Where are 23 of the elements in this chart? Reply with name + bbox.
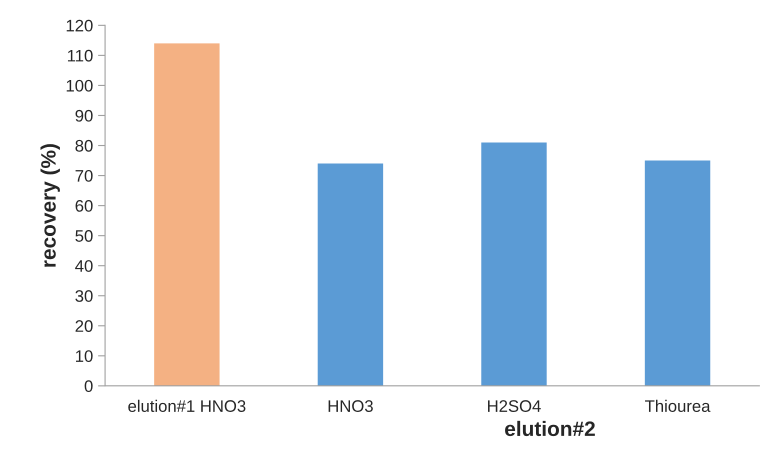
x-tick-label: HNO3 [328,400,373,412]
y-tick-label: 30 [75,290,93,302]
y-tick-label: 80 [75,140,93,152]
y-tick-label: 100 [66,80,93,92]
y-tick-label: 20 [76,320,93,332]
x-axis-title: elution#2 [505,420,595,436]
y-tick-label: 40 [75,260,93,272]
bar [481,142,547,386]
y-tick-label: 110 [68,50,93,62]
x-tick-label: Thiourea [645,400,710,412]
y-tick-label: 70 [76,170,93,182]
y-tick-label: 10 [76,350,93,362]
y-tick-label: 120 [66,20,93,32]
y-tick-label: 0 [84,380,93,392]
x-tick-label: H2SO4 [488,400,541,412]
bar [318,164,384,386]
bar [644,160,710,386]
y-axis-title: recovery (%) [40,144,60,267]
x-tick-label: elution#1 HNO3 [128,400,246,412]
y-tick-label: 60 [76,200,93,212]
bar [154,43,220,386]
y-tick-label: 90 [76,110,93,122]
y-tick-label: 50 [75,230,93,242]
